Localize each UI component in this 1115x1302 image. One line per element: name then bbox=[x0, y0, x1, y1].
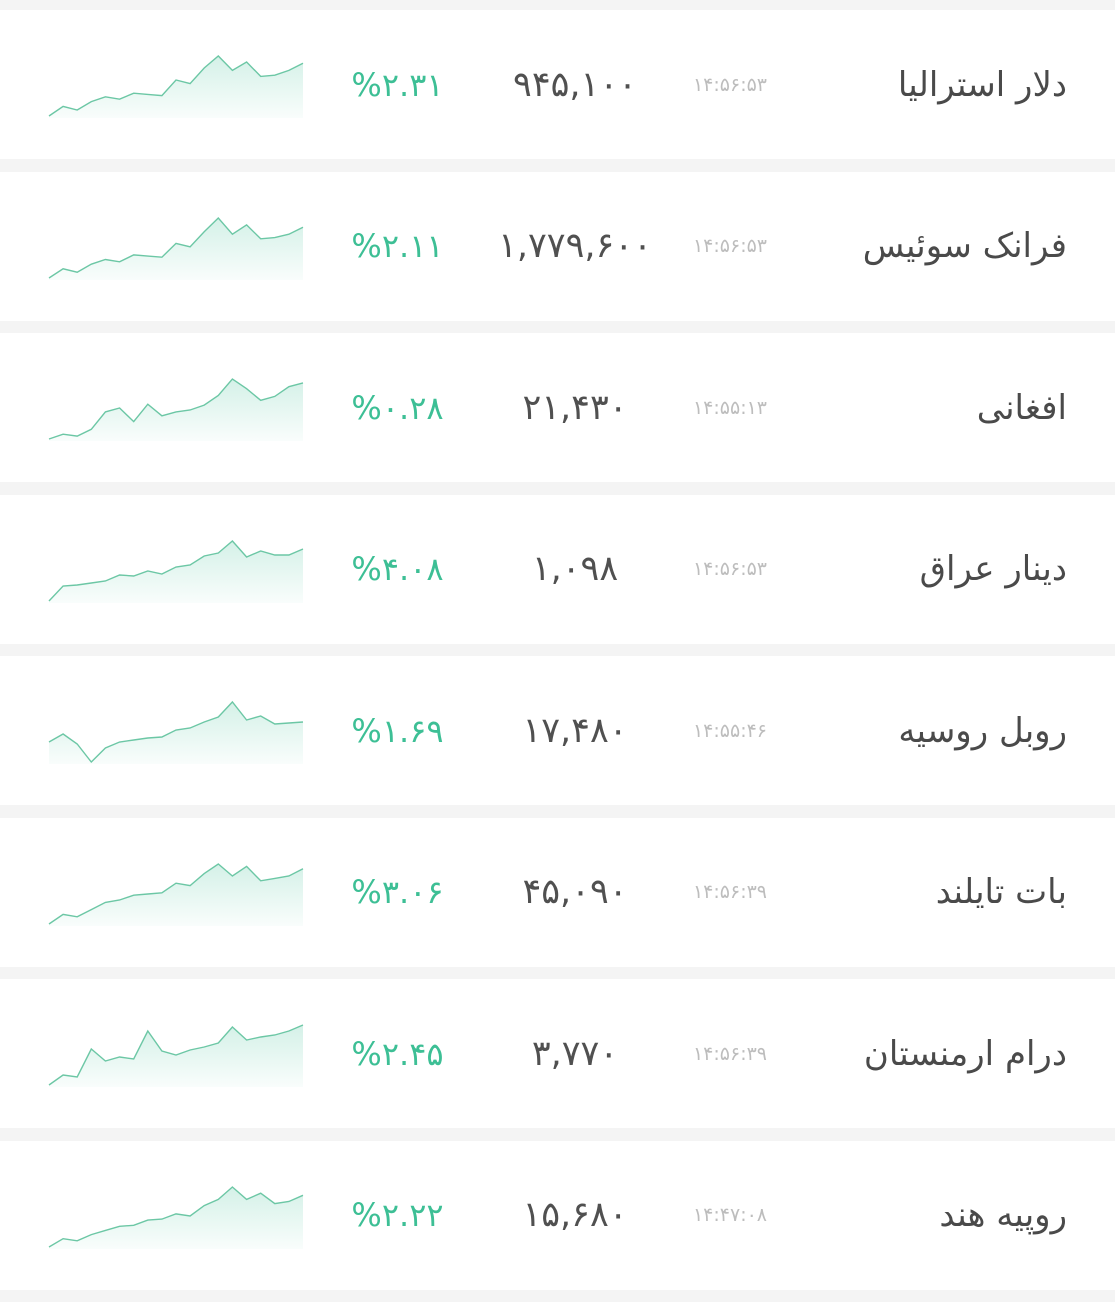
sparkline-chart bbox=[48, 1024, 304, 1087]
update-time: ۱۴:۵۶:۵۳ bbox=[692, 73, 768, 96]
update-time: ۱۴:۵۶:۳۹ bbox=[692, 1042, 768, 1065]
currency-row[interactable]: بات تایلند ۱۴:۵۶:۳۹ ۴۵,۰۹۰ %۳.۰۶ bbox=[0, 817, 1115, 967]
currency-price: ۱۵,۶۸۰ bbox=[522, 1195, 628, 1235]
currency-row[interactable]: افغانی ۱۴:۵۵:۱۳ ۲۱,۴۳۰ %۰.۲۸ bbox=[0, 333, 1115, 482]
currency-row[interactable]: فرانک سوئیس ۱۴:۵۶:۵۳ ۱,۷۷۹,۶۰۰ %۲.۱۱ bbox=[0, 171, 1115, 321]
currency-name: بات تایلند bbox=[935, 872, 1067, 912]
sparkline-chart bbox=[48, 55, 304, 118]
change-percent: %۳.۰۶ bbox=[351, 873, 444, 911]
sparkline-chart bbox=[48, 378, 304, 441]
currency-row[interactable]: روپیه هند ۱۴:۴۷:۰۸ ۱۵,۶۸۰ %۲.۲۲ bbox=[0, 1140, 1115, 1290]
currency-price: ۱,۷۷۹,۶۰۰ bbox=[498, 226, 652, 266]
currency-name: درام ارمنستان bbox=[863, 1033, 1067, 1074]
sparkline-line bbox=[48, 378, 304, 440]
sparkline-line bbox=[48, 1024, 304, 1086]
currency-row[interactable]: دلار استرالیا ۱۴:۵۶:۵۳ ۹۴۵,۱۰۰ %۲.۳۱ bbox=[0, 10, 1115, 159]
sparkline-chart bbox=[48, 539, 304, 603]
currency-name: روبل روسیه bbox=[898, 710, 1067, 751]
currency-price: ۳,۷۷۰ bbox=[531, 1033, 619, 1074]
sparkline-chart bbox=[48, 700, 304, 764]
sparkline-area bbox=[49, 702, 303, 764]
update-time: ۱۴:۵۶:۳۹ bbox=[692, 881, 768, 903]
change-percent: %۲.۲۲ bbox=[351, 1196, 444, 1234]
update-time: ۱۴:۵۵:۱۳ bbox=[692, 396, 768, 419]
sparkline-area bbox=[49, 217, 303, 280]
update-time: ۱۴:۵۶:۵۳ bbox=[692, 235, 768, 257]
change-percent: %۲.۳۱ bbox=[351, 65, 444, 104]
currency-price: ۴۵,۰۹۰ bbox=[522, 872, 628, 912]
sparkline-area bbox=[49, 1025, 303, 1087]
update-time: ۱۴:۵۶:۵۳ bbox=[692, 558, 768, 580]
change-percent: %۰.۲۸ bbox=[351, 388, 444, 427]
currency-name: افغانی bbox=[976, 387, 1067, 428]
sparkline-chart bbox=[48, 1185, 304, 1249]
sparkline-area bbox=[49, 1186, 303, 1249]
update-time: ۱۴:۴۷:۰۸ bbox=[692, 1204, 768, 1226]
currency-list: دلار استرالیا ۱۴:۵۶:۵۳ ۹۴۵,۱۰۰ %۲.۳۱ فرا… bbox=[0, 10, 1115, 1302]
currency-row[interactable]: روبل روسیه ۱۴:۵۵:۴۶ ۱۷,۴۸۰ %۱.۶۹ bbox=[0, 656, 1115, 805]
currency-price: ۱,۰۹۸ bbox=[531, 549, 619, 589]
change-percent: %۲.۱۱ bbox=[351, 227, 444, 265]
currency-name: فرانک سوئیس bbox=[862, 226, 1067, 266]
currency-price: ۹۴۵,۱۰۰ bbox=[513, 64, 637, 105]
currency-price: ۲۱,۴۳۰ bbox=[522, 387, 628, 428]
update-time: ۱۴:۵۵:۴۶ bbox=[692, 719, 768, 742]
sparkline-line bbox=[48, 862, 304, 925]
sparkline-line bbox=[48, 216, 304, 279]
change-percent: %۲.۴۵ bbox=[351, 1034, 444, 1073]
currency-name: دلار استرالیا bbox=[897, 64, 1067, 105]
currency-price: ۱۷,۴۸۰ bbox=[522, 710, 628, 751]
sparkline-line bbox=[48, 1185, 304, 1248]
sparkline-line bbox=[48, 700, 304, 764]
change-percent: %۱.۶۹ bbox=[351, 711, 444, 750]
currency-name: روپیه هند bbox=[939, 1195, 1067, 1235]
currency-name: دینار عراق bbox=[919, 549, 1067, 589]
sparkline-line bbox=[48, 55, 304, 117]
change-percent: %۴.۰۸ bbox=[351, 550, 444, 588]
currency-row[interactable]: درام ارمنستان ۱۴:۵۶:۳۹ ۳,۷۷۰ %۲.۴۵ bbox=[0, 979, 1115, 1128]
sparkline-area bbox=[49, 56, 303, 118]
sparkline-area bbox=[49, 540, 303, 603]
currency-row[interactable]: دینار عراق ۱۴:۵۶:۵۳ ۱,۰۹۸ %۴.۰۸ bbox=[0, 494, 1115, 644]
sparkline-line bbox=[48, 539, 304, 601]
sparkline-chart bbox=[48, 862, 304, 926]
sparkline-chart bbox=[48, 216, 304, 280]
sparkline-area bbox=[49, 863, 303, 926]
sparkline-area bbox=[49, 379, 303, 441]
